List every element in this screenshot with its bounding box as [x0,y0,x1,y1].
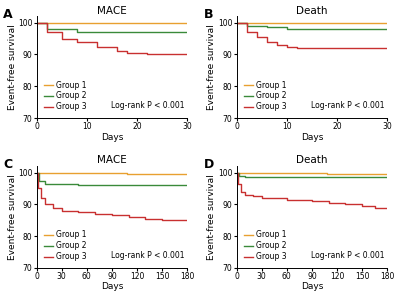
Text: A: A [4,8,13,21]
Title: MACE: MACE [97,6,127,15]
Text: Log-rank P < 0.001: Log-rank P < 0.001 [311,101,384,110]
Legend: Group 1, Group 2, Group 3: Group 1, Group 2, Group 3 [43,230,88,262]
Text: D: D [204,158,214,171]
Text: C: C [4,158,12,171]
Title: MACE: MACE [97,155,127,165]
Y-axis label: Event-free survival: Event-free survival [8,174,16,260]
X-axis label: Days: Days [101,132,123,142]
Text: Log-rank P < 0.001: Log-rank P < 0.001 [111,101,184,110]
Text: Log-rank P < 0.001: Log-rank P < 0.001 [311,251,384,260]
Y-axis label: Event-free survival: Event-free survival [208,174,216,260]
Legend: Group 1, Group 2, Group 3: Group 1, Group 2, Group 3 [43,80,88,112]
Legend: Group 1, Group 2, Group 3: Group 1, Group 2, Group 3 [243,80,288,112]
Y-axis label: Event-free survival: Event-free survival [8,24,16,110]
Y-axis label: Event-free survival: Event-free survival [208,24,216,110]
Legend: Group 1, Group 2, Group 3: Group 1, Group 2, Group 3 [243,230,288,262]
Text: B: B [204,8,213,21]
Title: Death: Death [296,6,328,15]
X-axis label: Days: Days [301,282,323,291]
Title: Death: Death [296,155,328,165]
X-axis label: Days: Days [101,282,123,291]
Text: Log-rank P < 0.001: Log-rank P < 0.001 [111,251,184,260]
X-axis label: Days: Days [301,132,323,142]
